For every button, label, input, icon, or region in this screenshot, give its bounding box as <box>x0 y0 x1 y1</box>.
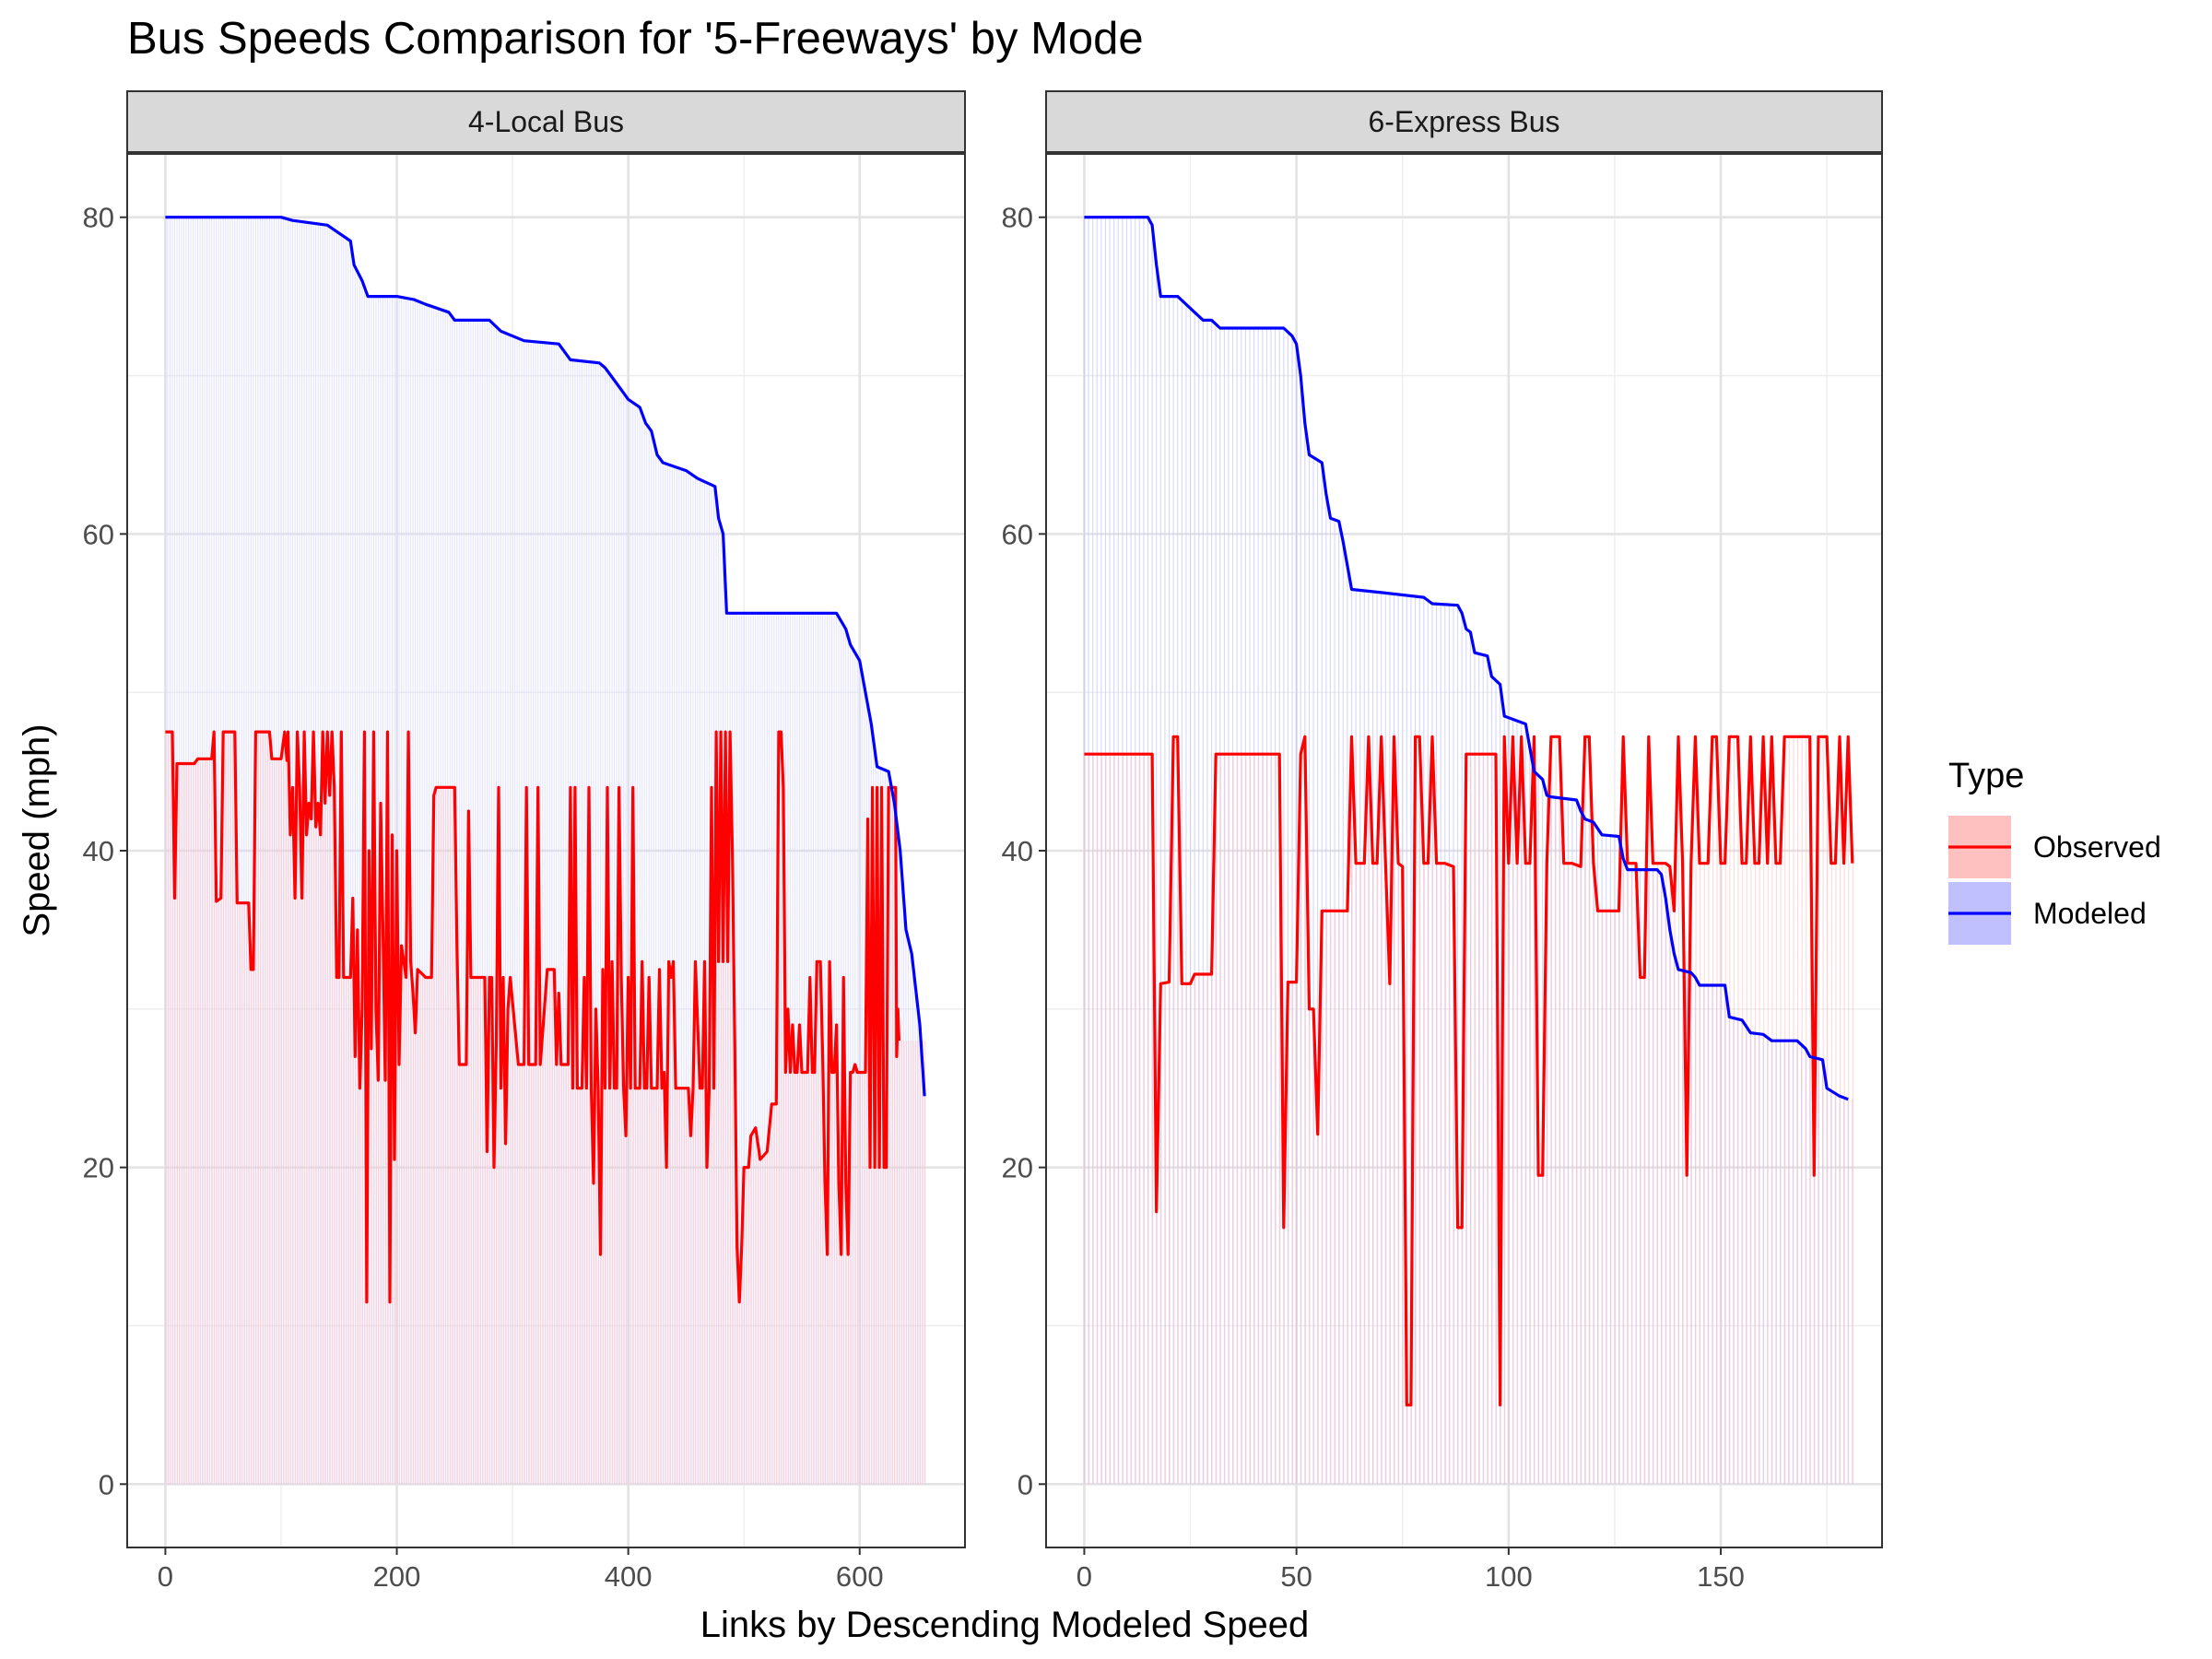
legend-label: Observed <box>2033 830 2161 864</box>
y-tick-label: 60 <box>83 518 114 550</box>
facet-strip <box>1045 90 1883 153</box>
y-tick-label: 80 <box>1002 202 1033 234</box>
modeled-line <box>1084 216 1849 1101</box>
legend-title: Type <box>1948 757 2024 795</box>
panel-0: 4-Local Bus 0 20 40 60 80 0 200 400 600 <box>83 90 966 1593</box>
legend-label: Modeled <box>2033 897 2147 930</box>
x-tick-label: 200 <box>373 1560 421 1593</box>
observed-line <box>1084 735 1854 1406</box>
facet-strip-label: 6-Express Bus <box>1368 105 1559 138</box>
x-tick-label: 0 <box>1077 1560 1092 1593</box>
y-tick-label: 60 <box>1002 518 1033 550</box>
y-tick-label: 20 <box>1002 1152 1033 1184</box>
link-bars <box>1083 217 1853 1485</box>
legend-item-modeled: Modeled <box>1948 882 2147 945</box>
chart-title: Bus Speeds Comparison for '5-Freeways' b… <box>127 14 1144 64</box>
x-tick-label: 400 <box>605 1560 653 1593</box>
y-tick-label: 40 <box>1002 835 1033 867</box>
y-tick-label: 0 <box>1018 1468 1033 1500</box>
y-tick-label: 0 <box>99 1468 114 1500</box>
y-tick-label: 20 <box>83 1152 114 1184</box>
x-tick-label: 600 <box>836 1560 884 1593</box>
legend-item-observed: Observed <box>1948 816 2161 878</box>
x-axis-title: Links by Descending Modeled Speed <box>700 1605 1309 1645</box>
legend: Type Observed Modeled <box>1948 757 2161 945</box>
modeled-line <box>165 216 926 1097</box>
facet-strip <box>126 90 966 153</box>
x-tick-label: 100 <box>1485 1560 1533 1593</box>
observed-line <box>165 730 900 1304</box>
x-tick-label: 150 <box>1697 1560 1745 1593</box>
x-tick-label: 0 <box>158 1560 173 1593</box>
x-tick-label: 50 <box>1280 1560 1312 1593</box>
y-tick-label: 40 <box>83 835 114 867</box>
panel-1: 6-Express Bus 0 20 40 60 80 0 50 100 150 <box>1002 90 1883 1593</box>
y-tick-label: 80 <box>83 202 114 234</box>
y-axis-title: Speed (mph) <box>17 724 57 936</box>
facet-strip-label: 4-Local Bus <box>468 105 624 138</box>
